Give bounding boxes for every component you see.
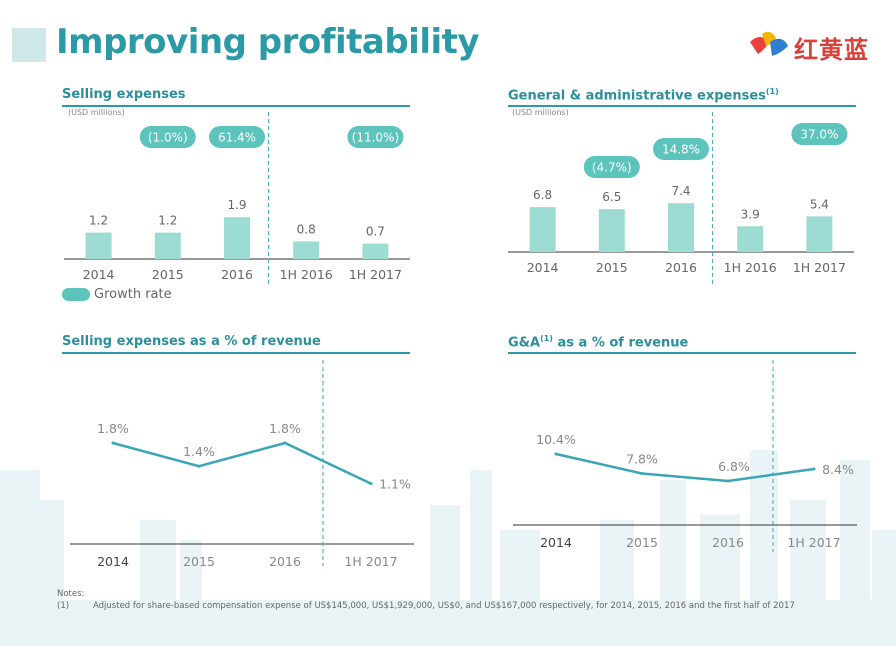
footnotes: Notes: (1) Adjusted for share-based comp… xyxy=(57,589,795,611)
selling-pct-value-label: 1.4% xyxy=(183,444,215,459)
ga-pct-category-label: 2016 xyxy=(712,535,744,550)
ga-category-label: 2014 xyxy=(527,260,559,275)
selling-pct-value-label: 1.8% xyxy=(97,421,129,436)
title-accent-square xyxy=(12,28,46,62)
ga-pct-data-point xyxy=(812,467,816,471)
ga-value-label: 3.9 xyxy=(741,207,760,221)
selling-pct-data-point xyxy=(197,464,201,468)
ga-expenses-unit: (USD millions) xyxy=(512,108,569,117)
ga-value-label: 5.4 xyxy=(810,197,829,211)
page-title: Improving profitability xyxy=(56,22,480,62)
ga-pct-title: G&A(1) as a % of revenue xyxy=(508,334,688,350)
ga-pct-title-post: as a % of revenue xyxy=(552,335,689,351)
selling-value-label: 1.9 xyxy=(227,198,246,212)
ga-growth-bubble xyxy=(583,156,640,178)
selling-growth-bubble xyxy=(209,126,265,148)
ga-pct-data-point xyxy=(640,472,644,475)
ga-bar xyxy=(598,209,625,252)
ga-bar xyxy=(668,203,694,252)
selling-pct-value-label: 1.1% xyxy=(379,477,411,492)
ga-category-label: 1H 2016 xyxy=(724,260,777,275)
selling-value-label: 0.7 xyxy=(366,225,385,239)
selling-category-label: 2014 xyxy=(83,267,115,282)
selling-bar xyxy=(154,232,181,259)
ga-growth-label: 37.0% xyxy=(800,128,838,142)
ga-pct-category-label: 2014 xyxy=(540,535,572,550)
selling-category-label: 2016 xyxy=(221,267,253,282)
selling-growth-label: (11.0%) xyxy=(352,131,399,145)
ga-growth-label: 14.8% xyxy=(662,143,700,157)
selling-pct-category-label: 2015 xyxy=(183,554,215,569)
ga-bar xyxy=(737,226,764,252)
growth-rate-legend-swatch xyxy=(62,288,90,301)
selling-expenses-title: Selling expenses xyxy=(62,87,186,102)
selling-expenses-unit: (USD millions) xyxy=(68,108,125,117)
ga-pct-title-pre: G&A xyxy=(508,335,541,351)
brand-logo-text: 红黄蓝 xyxy=(794,36,869,64)
selling-bar xyxy=(85,232,112,259)
ga-pct-data-point xyxy=(726,479,730,483)
selling-pct-category-label: 2016 xyxy=(269,554,301,569)
ga-growth-label: (4.7%) xyxy=(592,161,632,175)
ga-pct-value-label: 10.4% xyxy=(536,432,576,447)
selling-growth-bubble xyxy=(139,126,196,148)
ga-category-label: 2015 xyxy=(596,260,628,275)
selling-category-label: 1H 2016 xyxy=(280,267,333,282)
ga-pct-category-label: 1H 2017 xyxy=(787,535,840,550)
ga-bar xyxy=(806,216,833,252)
ga-category-label: 1H 2017 xyxy=(793,260,846,275)
selling-category-label: 2015 xyxy=(152,267,184,282)
ga-pct-category-label: 2015 xyxy=(626,535,658,550)
ga-pct-value-label: 7.8% xyxy=(626,452,658,467)
ga-pct-value-label: 6.8% xyxy=(718,459,750,474)
ga-category-label: 2016 xyxy=(665,260,697,275)
ga-expenses-title: General & administrative expenses(1) xyxy=(508,87,779,103)
selling-pct-data-point xyxy=(283,441,287,445)
selling-pct-title: Selling expenses as a % of revenue xyxy=(62,334,321,349)
ga-value-label: 6.5 xyxy=(602,190,621,204)
legend: Growth rate xyxy=(62,287,172,302)
ga-value-label: 6.8 xyxy=(533,188,552,202)
ga-pct-data-point xyxy=(554,452,558,456)
selling-bar xyxy=(224,217,250,259)
selling-growth-label: 61.4% xyxy=(218,131,256,145)
ga-expenses-title-sup: (1) xyxy=(765,87,779,96)
note-number: (1) xyxy=(57,601,70,611)
selling-pct-category-label: 2014 xyxy=(97,554,129,569)
brand-logo-icon xyxy=(750,31,788,56)
selling-pct-category-label: 1H 2017 xyxy=(344,554,397,569)
ga-pct-value-label: 8.4% xyxy=(822,462,854,477)
selling-value-label: 1.2 xyxy=(158,214,177,228)
selling-bar xyxy=(293,241,320,259)
selling-bar xyxy=(362,243,389,259)
selling-value-label: 1.2 xyxy=(89,214,108,228)
ga-bar xyxy=(529,207,556,252)
selling-pct-data-point xyxy=(111,441,115,445)
ga-growth-bubble xyxy=(791,123,848,145)
selling-growth-bubble xyxy=(347,126,404,148)
growth-rate-legend-label: Growth rate xyxy=(94,287,172,302)
note-text: Adjusted for share-based compensation ex… xyxy=(93,601,795,611)
selling-category-label: 1H 2017 xyxy=(349,267,402,282)
selling-pct-data-point xyxy=(369,482,373,486)
notes-heading: Notes: xyxy=(57,589,85,599)
ga-pct-series-line xyxy=(555,452,815,483)
selling-growth-label: (1.0%) xyxy=(148,131,188,145)
ga-expenses-title-text: General & administrative expenses xyxy=(508,88,766,104)
ga-value-label: 7.4 xyxy=(671,184,690,198)
ga-growth-bubble xyxy=(653,138,709,160)
note-item: (1) Adjusted for share-based compensatio… xyxy=(57,601,795,611)
selling-pct-series-line xyxy=(112,441,372,485)
selling-value-label: 0.8 xyxy=(297,222,316,236)
ga-pct-title-sup: (1) xyxy=(540,334,553,343)
selling-pct-value-label: 1.8% xyxy=(269,421,301,436)
